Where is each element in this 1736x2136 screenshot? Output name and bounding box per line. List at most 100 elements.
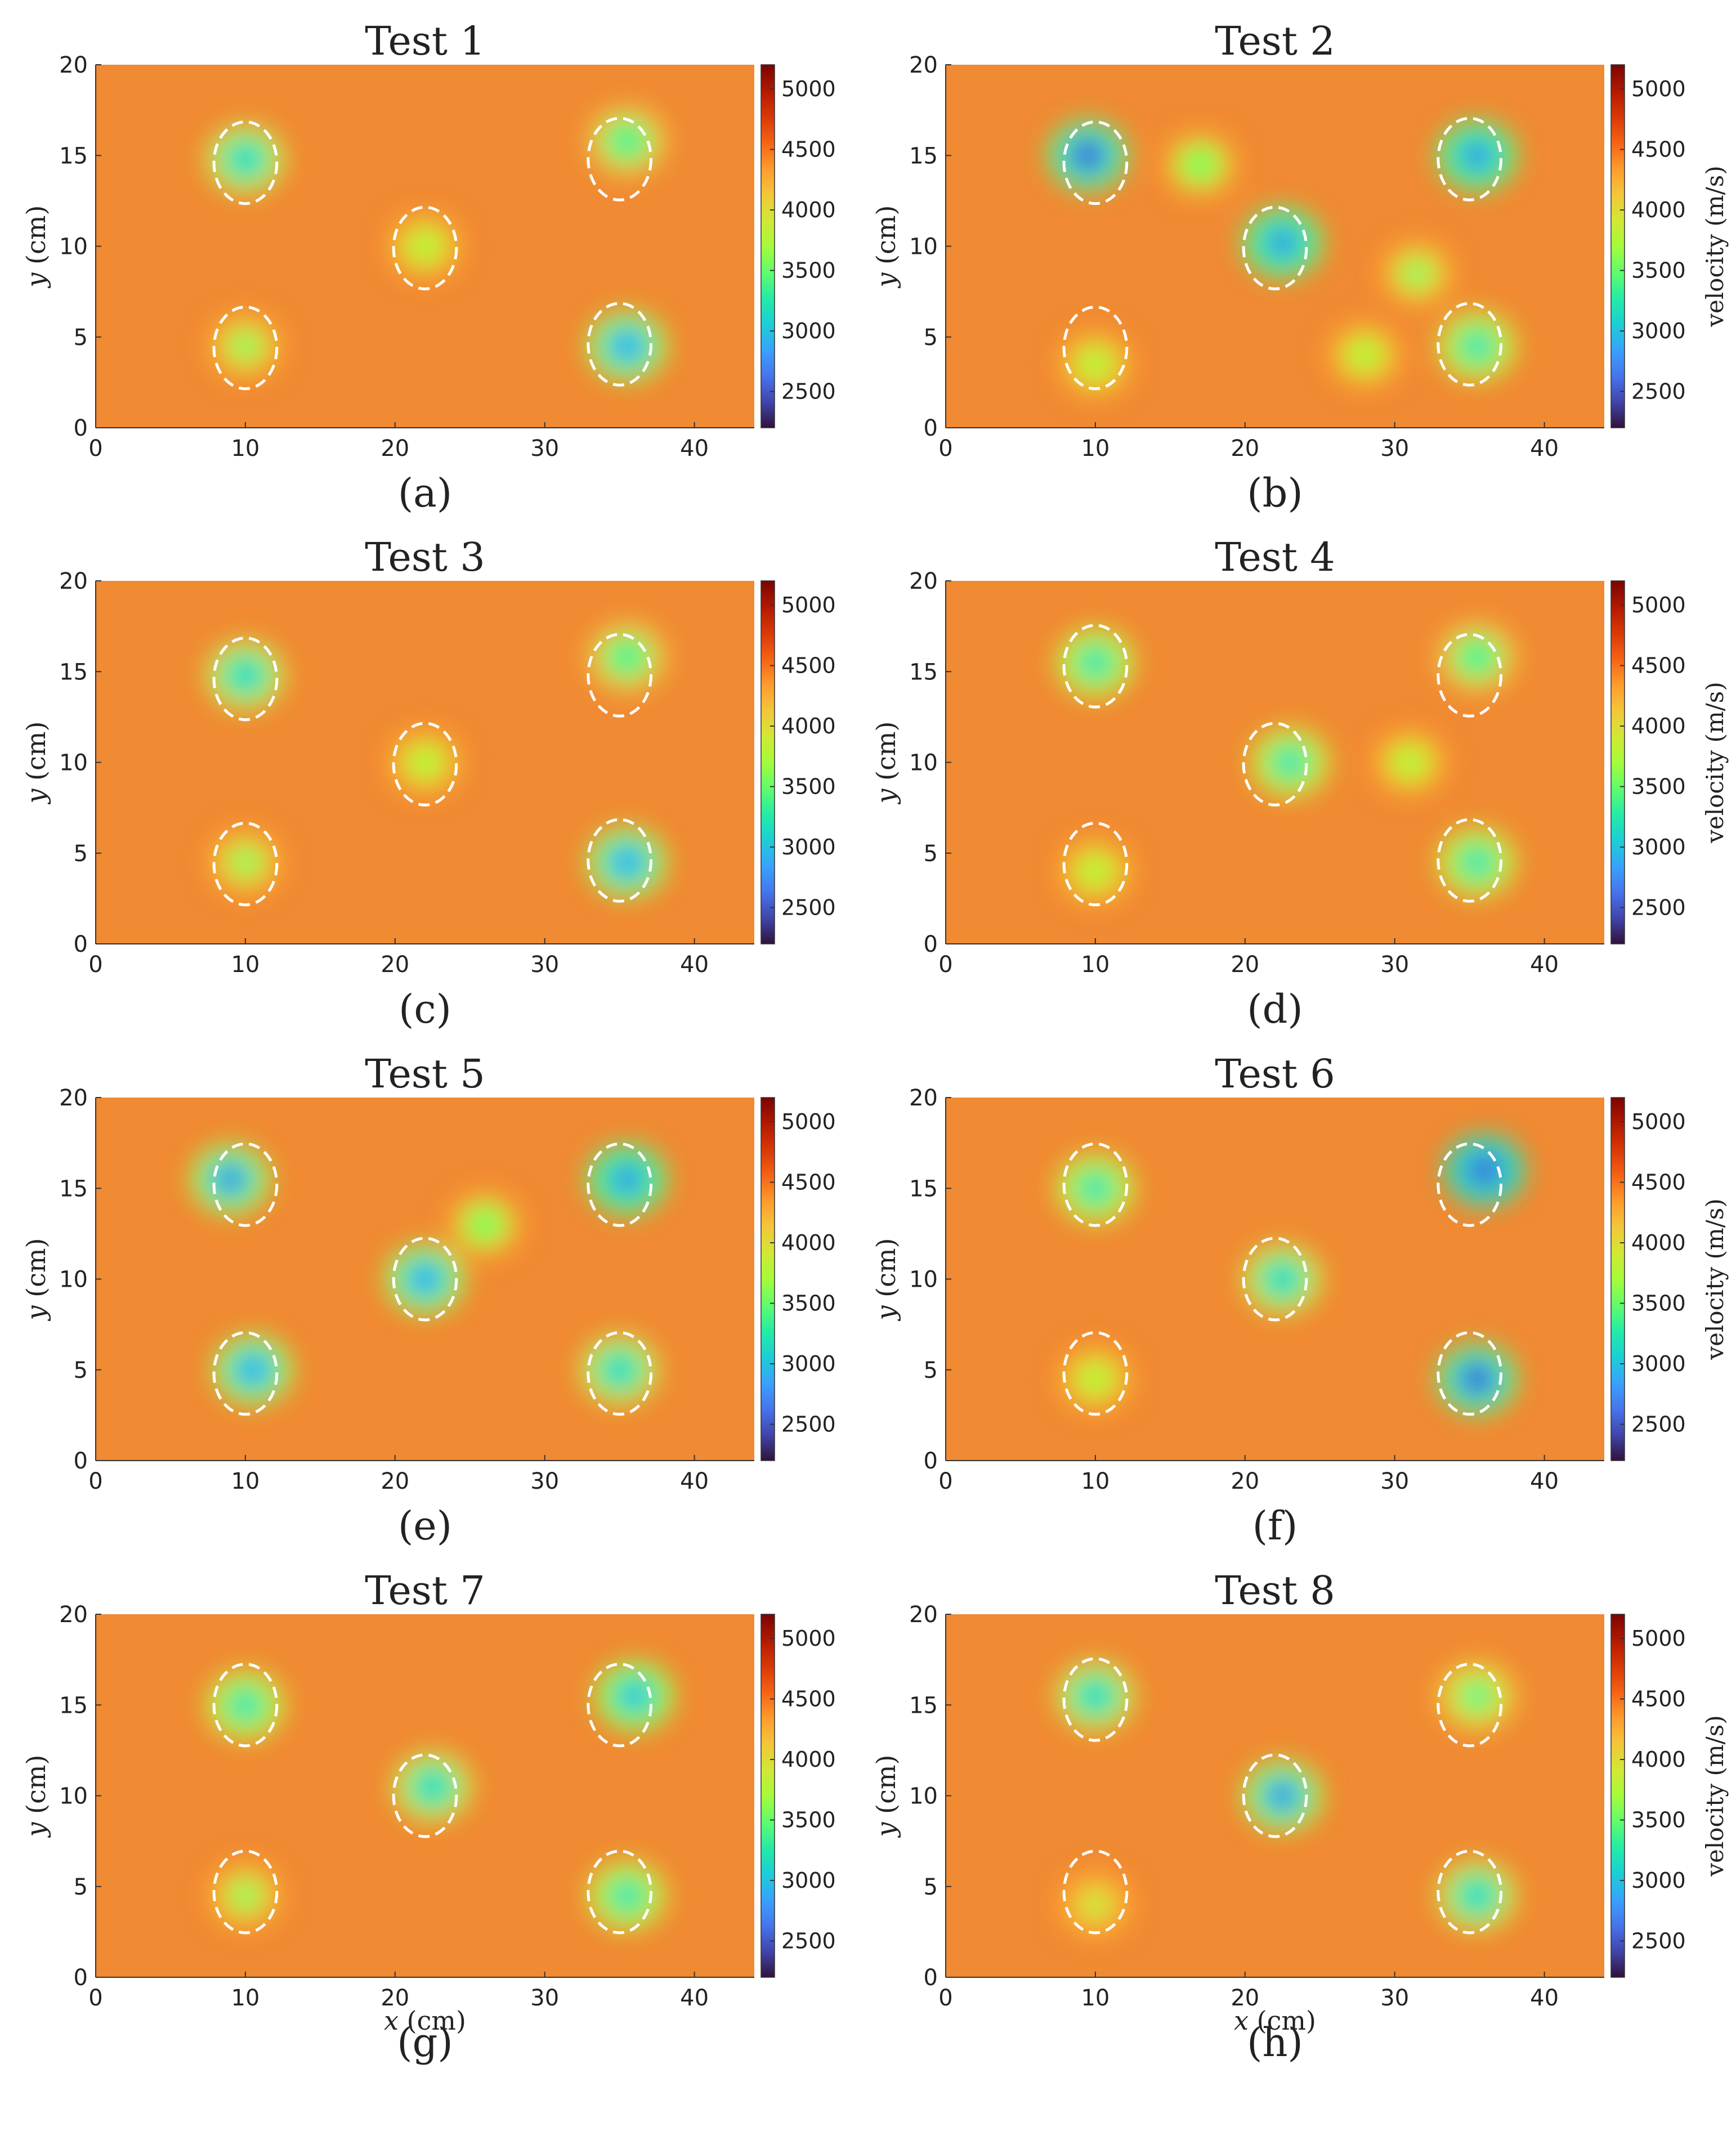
y-axis-label: y (cm) — [871, 1238, 901, 1322]
panel-6: 0 10 20 30 40 0 5 10 15 20 Test 6 (f) y (cm) 2500 3000… — [871, 1051, 1729, 1549]
marked-region — [1437, 1663, 1503, 1748]
anomaly-layer — [191, 1144, 666, 1405]
marked-region — [1437, 117, 1503, 201]
colorbar: 2500 3000 3500 4000 4500 5000 velocity (m/s) — [1610, 580, 1729, 944]
chart-title: Test 4 — [1215, 534, 1335, 580]
x-tick-label: 30 — [530, 436, 559, 462]
x-tick-label: 20 — [1231, 1985, 1259, 2011]
anomaly-core — [1464, 334, 1489, 357]
marked-region — [587, 1850, 653, 1935]
colorbar-tick-label: 4500 — [1631, 1170, 1686, 1195]
anomaly-core — [1464, 646, 1489, 669]
anomaly-core — [1397, 751, 1422, 774]
y-tick-label: 20 — [59, 1602, 88, 1628]
x-tick-label: 30 — [530, 1468, 559, 1494]
y-tick-label: 5 — [74, 1874, 88, 1900]
marked-region — [587, 1331, 653, 1416]
x-tick-label: 40 — [1530, 1985, 1559, 2011]
colorbar-gradient — [760, 1614, 775, 1978]
anomaly-layer — [205, 1661, 674, 1931]
colorbar-tick-label: 3500 — [781, 1808, 836, 1833]
colorbar-tick-label: 5000 — [1631, 77, 1686, 101]
chart-title: Test 6 — [1215, 1051, 1335, 1097]
x-tick-label: 10 — [1081, 1985, 1109, 2011]
marked-region — [1062, 1657, 1129, 1742]
anomaly-core — [614, 1884, 639, 1907]
anomaly-core — [1082, 1177, 1108, 1200]
anomaly-core — [1472, 1159, 1497, 1181]
x-tick-label: 30 — [1380, 1985, 1409, 2011]
anomaly-core — [614, 1168, 639, 1191]
x-tick-label: 10 — [1081, 436, 1109, 462]
y-tick-label: 10 — [59, 234, 88, 260]
anomaly-core — [413, 235, 437, 258]
colorbar-tick-label: 4000 — [1631, 1230, 1686, 1255]
colorbar-tick-label: 4000 — [1631, 1747, 1686, 1772]
colorbar-tick-label: 5000 — [781, 1626, 836, 1651]
anomaly-core — [607, 1358, 632, 1381]
colorbar-tick-label: 5000 — [1631, 1109, 1686, 1134]
y-tick-label: 5 — [924, 1358, 938, 1383]
colorbar-tick-label: 3500 — [781, 1291, 836, 1316]
colorbar-tick-label: 3000 — [1631, 1868, 1686, 1893]
colorbar-tick-label: 4000 — [1631, 198, 1686, 222]
y-axis-label: y (cm) — [21, 1238, 51, 1322]
y-tick-label: 5 — [924, 841, 938, 867]
anomaly-core — [1270, 1268, 1295, 1291]
colorbar-tick-label: 3000 — [781, 319, 836, 343]
marked-region — [1437, 1331, 1503, 1416]
x-tick-label: 20 — [381, 1468, 409, 1494]
x-tick-label: 30 — [1380, 1468, 1409, 1494]
marked-region — [212, 1331, 279, 1416]
colorbar-gradient — [760, 1097, 775, 1461]
anomaly-core — [472, 1213, 498, 1236]
y-tick-label: 5 — [74, 841, 88, 867]
x-tick-label: 10 — [231, 1468, 259, 1494]
marked-region — [1062, 624, 1129, 709]
x-tick-label: 40 — [1530, 1468, 1559, 1494]
anomaly-core — [1075, 144, 1100, 167]
colorbar-label: velocity (m/s) — [1701, 1715, 1729, 1877]
panel-label: (f) — [1252, 1503, 1298, 1549]
anomaly-core — [232, 664, 258, 687]
velocity-field — [946, 1614, 1604, 1977]
colorbar-tick-label: 4000 — [1631, 714, 1686, 738]
anomaly-core — [614, 334, 639, 357]
anomaly-core — [614, 646, 639, 669]
marked-region — [587, 818, 653, 903]
x-tick-label: 40 — [680, 1985, 709, 2011]
anomaly-layer — [1048, 120, 1516, 400]
x-tick-label: 0 — [88, 952, 102, 978]
marked-region — [1062, 1331, 1129, 1416]
panel-label: (a) — [398, 470, 452, 516]
marked-region — [212, 306, 279, 391]
velocity-field — [96, 1098, 754, 1461]
marked-region — [1437, 1850, 1503, 1935]
y-tick-label: 0 — [74, 415, 88, 441]
anomaly-core — [1270, 1784, 1295, 1807]
y-tick-label: 10 — [59, 750, 88, 776]
panel-7: 0 10 20 30 40 0 5 10 15 20 Test 7 (g) y (cm) x (cm) 25… — [21, 1568, 836, 2066]
colorbar-tick-label: 4500 — [781, 1170, 836, 1195]
x-tick-label: 40 — [1530, 952, 1559, 978]
velocity-field — [946, 581, 1604, 944]
marked-region — [1437, 818, 1503, 903]
y-tick-label: 15 — [59, 143, 88, 169]
anomaly-core — [1464, 1685, 1489, 1708]
y-tick-label: 20 — [59, 568, 88, 594]
marked-region — [1062, 1850, 1129, 1935]
y-axis-label: y (cm) — [871, 1755, 901, 1838]
anomaly-layer — [205, 622, 666, 897]
colorbar: 2500 3000 3500 4000 4500 5000 velocity (m/s) — [1610, 1097, 1729, 1461]
panel-label: (b) — [1247, 470, 1303, 516]
marked-region — [212, 1142, 279, 1227]
colorbar-tick-label: 2500 — [781, 1929, 836, 1954]
colorbar-tick-label: 3500 — [1631, 1291, 1686, 1316]
marked-region — [1062, 822, 1129, 907]
colorbar-gradient — [760, 64, 775, 428]
marked-region — [1062, 306, 1129, 391]
y-tick-label: 10 — [59, 1784, 88, 1810]
colorbar-tick-label: 2500 — [1631, 1412, 1686, 1437]
x-tick-label: 30 — [1380, 436, 1409, 462]
